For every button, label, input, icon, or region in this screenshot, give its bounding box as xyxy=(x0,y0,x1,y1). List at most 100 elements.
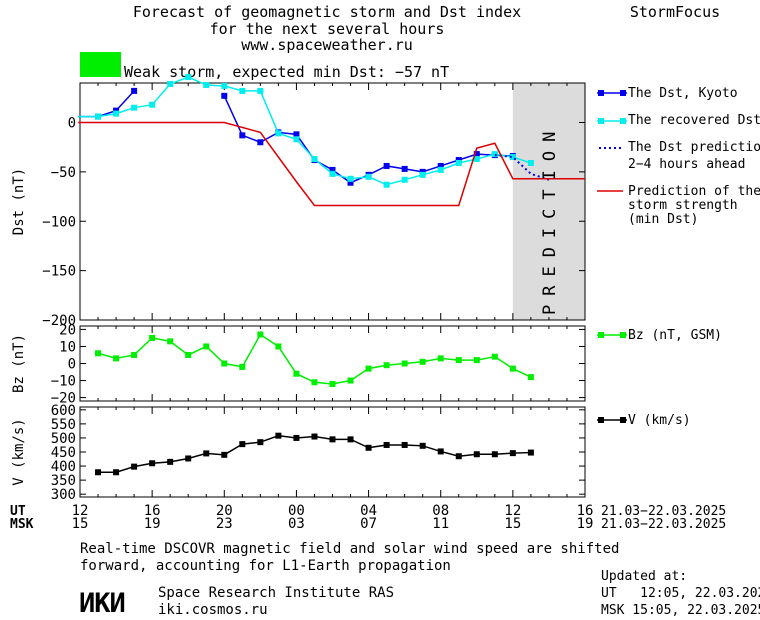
data-point xyxy=(167,458,174,465)
data-point xyxy=(95,113,102,120)
data-point xyxy=(383,162,390,169)
data-point xyxy=(221,451,228,458)
y-tick-label: 20 xyxy=(59,322,76,338)
chart-title-line1: Forecast of geomagnetic storm and Dst in… xyxy=(133,3,521,21)
data-point xyxy=(509,365,516,372)
series-line xyxy=(98,434,531,473)
y-tick-label: 300 xyxy=(51,487,76,503)
data-point xyxy=(257,139,264,146)
data-point xyxy=(113,355,120,362)
institute-site[interactable]: iki.cosmos.ru xyxy=(158,602,268,618)
bz-legend: Bz (nT, GSM) xyxy=(597,328,722,343)
ut-tick-label: 12 xyxy=(504,503,521,519)
data-point xyxy=(203,81,210,88)
data-point xyxy=(437,162,444,169)
msk-tick-label: 23 xyxy=(216,516,233,532)
data-point xyxy=(437,166,444,173)
data-point xyxy=(347,377,354,384)
data-point xyxy=(329,166,336,173)
y-axis-label: Dst (nT) xyxy=(11,168,27,235)
msk-axis-label: MSK xyxy=(10,517,34,532)
data-point xyxy=(401,165,408,172)
brand-label: StormFocus xyxy=(630,3,720,21)
data-point xyxy=(149,334,156,341)
msk-tick-label: 19 xyxy=(577,516,594,532)
y-axis-label: V (km/s) xyxy=(11,418,27,485)
ut-tick-label: 08 xyxy=(432,503,449,519)
dst-panel: 0 −50 −100 −150 −200 Dst (nT) xyxy=(11,74,586,329)
msk-tick-label: 07 xyxy=(360,516,377,532)
y-axis-label: Bz (nT) xyxy=(11,334,27,393)
series-line xyxy=(78,90,135,118)
data-point xyxy=(311,433,318,440)
data-point xyxy=(437,355,444,362)
data-point xyxy=(311,156,318,163)
msk-date-range: 21.03−22.03.2025 xyxy=(601,517,726,532)
y-tick-label: 0 xyxy=(68,357,76,373)
data-point xyxy=(401,176,408,183)
data-point xyxy=(455,159,462,166)
data-point xyxy=(311,379,318,386)
data-point xyxy=(185,351,192,358)
source-url[interactable]: www.spaceweather.ru xyxy=(241,36,413,54)
data-point xyxy=(365,444,372,451)
data-point xyxy=(293,131,300,138)
data-point xyxy=(239,363,246,370)
ut-date-range: 21.03−22.03.2025 xyxy=(601,504,726,519)
y-tick-label: 10 xyxy=(59,339,76,355)
plot-frame xyxy=(79,325,586,402)
propagation-note-line2: forward, accounting for L1-Earth propaga… xyxy=(80,558,451,574)
msk-tick-label: 15 xyxy=(504,516,521,532)
ut-tick-label: 16 xyxy=(577,503,594,519)
data-point xyxy=(167,338,174,345)
data-point xyxy=(347,175,354,182)
data-point xyxy=(455,453,462,460)
data-point xyxy=(383,441,390,448)
msk-tick-label: 19 xyxy=(144,516,161,532)
series-line xyxy=(97,333,532,385)
data-point xyxy=(473,451,480,458)
data-point xyxy=(131,463,138,470)
data-point xyxy=(527,374,534,381)
ut-tick-label: 16 xyxy=(144,503,161,519)
data-point xyxy=(491,151,498,158)
data-point xyxy=(293,434,300,441)
data-point xyxy=(185,74,192,81)
data-point xyxy=(473,357,480,364)
ut-tick-label: 00 xyxy=(288,503,305,519)
ut-tick-label: 20 xyxy=(216,503,233,519)
data-point xyxy=(419,171,426,178)
data-point xyxy=(329,170,336,177)
y-tick-label: −150 xyxy=(42,264,76,280)
data-point xyxy=(347,179,354,186)
data-point xyxy=(491,451,498,458)
data-point xyxy=(527,449,534,456)
svg-text:PREDICTION: PREDICTION xyxy=(540,123,560,315)
data-point xyxy=(419,442,426,449)
chart-title-line2: for the next several hours xyxy=(210,20,445,38)
data-point xyxy=(365,173,372,180)
prediction-zone xyxy=(512,83,585,320)
data-point xyxy=(221,92,228,99)
data-point xyxy=(203,343,210,350)
y-tick-label: 600 xyxy=(51,403,76,419)
data-point xyxy=(437,448,444,455)
data-point xyxy=(203,450,210,457)
y-tick-label: −100 xyxy=(42,214,76,230)
data-point xyxy=(149,101,156,108)
data-point xyxy=(239,87,246,94)
data-point xyxy=(473,156,480,163)
plot-frame xyxy=(79,406,586,498)
y-tick-label: −10 xyxy=(51,374,76,390)
legend-label-bz: Bz (nT, GSM) xyxy=(628,328,722,343)
y-tick-label: 350 xyxy=(51,473,76,489)
legend-item-recovered: The recovered Dst xyxy=(597,113,760,128)
propagation-note-line1: Real-time DSCOVR magnetic field and sola… xyxy=(80,541,619,557)
time-axis: UT MSK 21.03−22.03.2025 21.03−22.03.2025… xyxy=(10,503,726,532)
data-point xyxy=(95,350,102,357)
data-point xyxy=(113,110,120,117)
ut-tick-label: 12 xyxy=(72,503,89,519)
data-point xyxy=(131,87,138,94)
